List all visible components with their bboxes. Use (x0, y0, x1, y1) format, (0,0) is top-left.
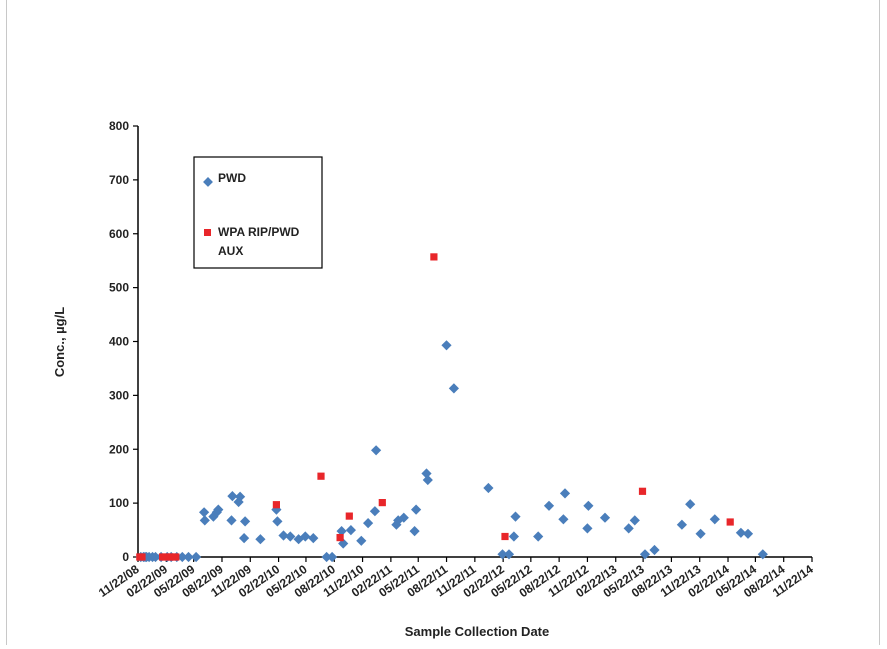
pwd-point (448, 383, 459, 394)
pwd-point (345, 525, 356, 536)
chart-frame (6, 0, 880, 645)
wpa-point (378, 499, 386, 507)
pwd-point (240, 516, 251, 527)
pwd-point (623, 523, 634, 534)
y-axis-title: Conc., µg/L (52, 307, 67, 377)
data-points (135, 253, 768, 563)
pwd-point (191, 551, 202, 563)
pwd-point (308, 533, 319, 544)
series-wpa-rip-pwd-aux (136, 253, 734, 561)
pwd-point (411, 504, 422, 515)
pwd-point (255, 534, 266, 545)
y-tick-label: 800 (109, 119, 129, 133)
y-axis: 0 100 200 300 400 500 600 700 800 (109, 119, 139, 564)
pwd-point (272, 516, 283, 527)
pwd-point (508, 531, 519, 542)
wpa-point (336, 534, 344, 542)
pwd-point (685, 499, 696, 510)
pwd-point (533, 531, 544, 542)
y-tick-label: 700 (109, 173, 129, 187)
wpa-point (501, 532, 509, 541)
y-tick-label: 300 (109, 388, 129, 402)
pwd-point (558, 514, 569, 525)
legend: PWD WPA RIP/PWD AUX (193, 156, 323, 269)
pwd-point (559, 488, 571, 499)
pwd-point (199, 507, 210, 518)
wpa-point (272, 501, 280, 509)
pwd-point (503, 549, 515, 560)
y-tick-label: 600 (109, 227, 129, 241)
legend-wpa-label-line2: AUX (218, 244, 243, 258)
pwd-point (441, 340, 452, 351)
pwd-point (199, 515, 210, 526)
wpa-point (345, 512, 353, 520)
pwd-point (226, 515, 237, 526)
pwd-point (356, 535, 367, 546)
wpa-point (726, 518, 734, 526)
pwd-point (510, 511, 521, 522)
series-pwd (135, 340, 768, 563)
pwd-point (709, 514, 720, 525)
pwd-point (582, 523, 593, 534)
pwd-point (285, 531, 296, 542)
pwd-point (369, 506, 380, 517)
y-tick-label: 400 (109, 335, 129, 349)
wpa-point (162, 553, 170, 561)
wpa-point (138, 553, 146, 561)
y-tick-label: 0 (122, 550, 129, 564)
y-tick-label: 100 (109, 496, 129, 510)
pwd-point (757, 549, 768, 560)
pwd-point (483, 482, 494, 494)
pwd-point (543, 500, 555, 511)
x-axis-title: Sample Collection Date (405, 624, 549, 639)
pwd-point (409, 526, 420, 537)
pwd-point (583, 500, 594, 511)
legend-pwd-diamond-icon (203, 177, 213, 187)
pwd-point (649, 544, 660, 556)
wpa-point (638, 487, 647, 495)
wpa-point (430, 253, 438, 261)
legend-box (193, 156, 323, 269)
pwd-point (371, 445, 382, 456)
y-tick-label: 200 (109, 442, 129, 456)
pwd-point (742, 528, 754, 539)
wpa-point (317, 472, 325, 480)
pwd-point (639, 549, 651, 560)
pwd-point (363, 518, 374, 529)
pwd-point (422, 474, 433, 486)
pwd-point (599, 512, 611, 523)
pwd-point (629, 515, 640, 526)
pwd-point (676, 519, 687, 530)
legend-pwd-label: PWD (218, 171, 246, 185)
y-tick-label: 500 (109, 281, 129, 295)
pwd-point (239, 533, 250, 544)
legend-wpa-label-line1: WPA RIP/PWD (218, 225, 300, 239)
pwd-point (695, 528, 706, 539)
pwd-point (327, 551, 338, 563)
wpa-point (172, 553, 180, 561)
legend-wpa-square-icon (204, 229, 211, 236)
x-axis: 11/22/0802/22/0905/22/0908/22/0911/22/09… (96, 556, 816, 600)
